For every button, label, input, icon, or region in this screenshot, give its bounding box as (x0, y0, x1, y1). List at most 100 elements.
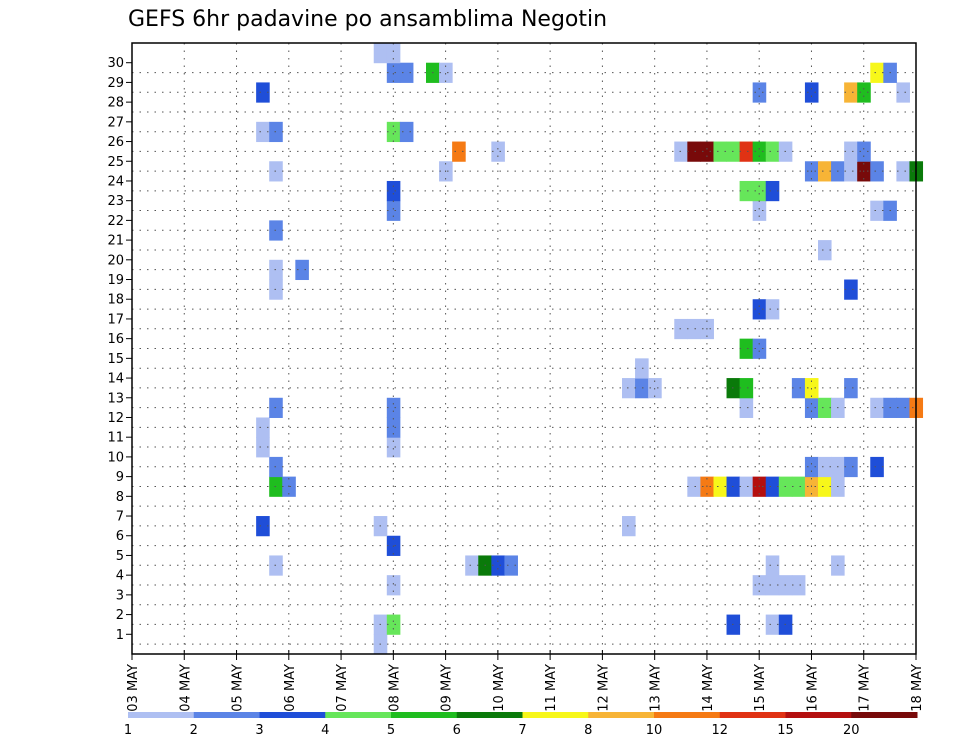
colorbar-label: 20 (843, 723, 860, 738)
precip-cell (752, 299, 767, 320)
precip-cell (818, 456, 832, 478)
precip-cell (504, 555, 518, 576)
colorbar-swatch (325, 712, 392, 718)
y-tick-label: 11 (107, 431, 124, 446)
precip-cell (622, 378, 636, 399)
y-tick-label: 12 (107, 411, 124, 426)
colorbar-label: 7 (518, 723, 526, 738)
precip-cell (674, 141, 688, 162)
colorbar-label: 8 (584, 723, 592, 738)
precip-cell (739, 397, 754, 418)
precip-cell (870, 200, 884, 221)
x-tick-label: 04 MAY (178, 664, 193, 712)
precip-cell (752, 180, 767, 202)
precip-cell (844, 378, 858, 399)
precip-cell (791, 575, 806, 596)
precip-cell (439, 62, 453, 83)
precip-cell (857, 141, 871, 162)
precip-cell (765, 299, 780, 320)
precip-cell (870, 62, 884, 83)
precip-cell (804, 397, 819, 418)
x-tick-label: 15 MAY (753, 664, 768, 712)
precip-cell (818, 397, 832, 418)
precip-cell (399, 62, 414, 83)
precip-cell (700, 141, 714, 162)
precip-cell (765, 614, 780, 635)
y-axis: 1234567891011121314151617181920212223242… (107, 56, 132, 643)
x-tick-label: 03 MAY (126, 664, 141, 712)
precip-cell (256, 417, 270, 438)
colorbar-label: 4 (321, 723, 329, 738)
precip-cell (687, 141, 701, 162)
precip-cell (765, 575, 780, 596)
precip-cell (752, 338, 767, 359)
colorbar-swatch (193, 712, 260, 718)
y-tick-label: 4 (116, 569, 124, 584)
precip-cell (870, 161, 884, 182)
precip-cell (752, 575, 767, 596)
precip-cell (896, 82, 910, 103)
x-tick-label: 14 MAY (701, 664, 716, 712)
x-tick-label: 05 MAY (231, 664, 246, 712)
precip-cell (765, 555, 780, 576)
precip-cell (739, 141, 754, 162)
y-tick-label: 10 (107, 450, 124, 465)
x-tick-label: 06 MAY (283, 664, 298, 712)
y-tick-label: 8 (116, 490, 124, 505)
precip-cell (739, 338, 754, 359)
precip-cell (399, 121, 414, 143)
y-tick-label: 1 (116, 628, 124, 643)
colorbar-label: 15 (777, 723, 794, 738)
precip-cell (739, 180, 754, 202)
y-tick-label: 22 (107, 214, 124, 229)
x-tick-label: 13 MAY (649, 664, 664, 712)
precip-cell (687, 318, 701, 340)
precip-cell (687, 476, 701, 497)
colorbar-swatch (654, 712, 721, 718)
y-tick-label: 29 (107, 76, 124, 91)
precip-cell (752, 200, 767, 221)
colorbar-legend: 1 2 3 4 5 6 7 8 10 12 15 20 (124, 712, 918, 738)
precip-cell (386, 200, 401, 221)
precip-cell (857, 82, 871, 103)
precip-cell (791, 476, 806, 497)
colorbar-swatch (588, 712, 655, 718)
precip-cell (752, 141, 767, 162)
y-tick-label: 7 (116, 510, 124, 525)
y-tick-label: 2 (116, 608, 124, 623)
precip-cell (765, 476, 780, 497)
precip-cell (386, 575, 401, 596)
precip-cell (870, 397, 884, 418)
precip-cell (386, 437, 401, 458)
colorbar-label: 12 (711, 723, 728, 738)
chart-title: GEFS 6hr padavine po ansamblima Negotin (128, 7, 607, 32)
x-tick-label: 09 MAY (440, 664, 455, 712)
plot-frame (131, 42, 917, 655)
x-axis: 03 MAY 04 MAY 05 MAY 06 MAY 07 MAY 08 MAY 09 M… (126, 650, 925, 712)
x-tick-label: 16 MAY (805, 664, 820, 712)
y-tick-label: 17 (107, 312, 124, 327)
y-tick-label: 30 (107, 56, 124, 71)
precip-cell (896, 161, 910, 182)
precip-cell (870, 456, 884, 478)
precip-cell (386, 397, 401, 418)
y-tick-label: 19 (107, 273, 124, 288)
precip-cell (622, 516, 636, 537)
x-tick-label: 10 MAY (492, 664, 507, 712)
colorbar-swatch (785, 712, 852, 718)
colorbar-swatch (719, 712, 786, 718)
x-tick-label: 07 MAY (335, 664, 350, 712)
y-tick-label: 3 (116, 588, 124, 603)
precip-cell (818, 161, 832, 182)
grid-lines (132, 43, 916, 654)
precip-cell (752, 82, 767, 103)
precip-cell (491, 555, 505, 576)
precip-cell (713, 141, 728, 162)
y-tick-label: 28 (107, 96, 124, 111)
colorbar-label: 5 (387, 723, 395, 738)
y-tick-label: 27 (107, 115, 124, 130)
precip-cell (491, 141, 505, 162)
precip-cell (465, 555, 479, 576)
precip-cell (373, 43, 388, 64)
